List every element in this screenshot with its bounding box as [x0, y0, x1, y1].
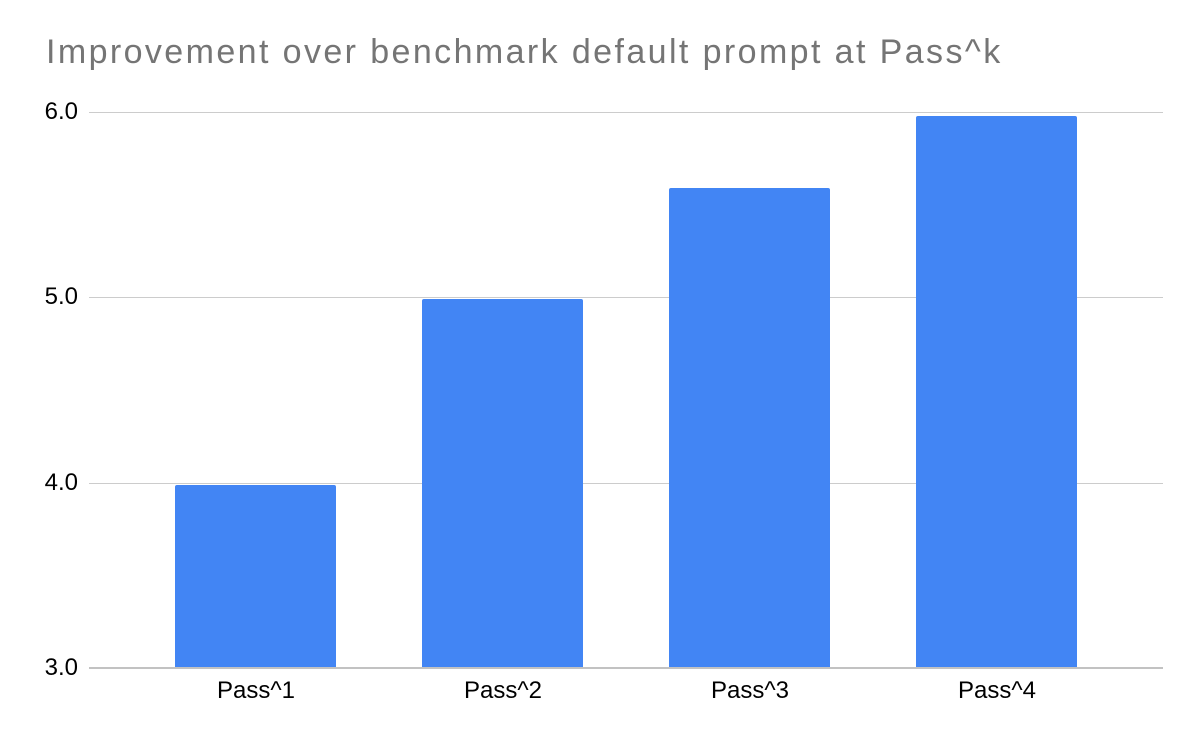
x-axis-tick-label: Pass^3: [711, 677, 789, 704]
bar-pass-4[interactable]: [916, 116, 1077, 668]
bar-pass-3[interactable]: [669, 188, 830, 668]
y-axis-tick-label: 4.0: [44, 469, 78, 496]
y-axis-tick-label: 5.0: [44, 283, 78, 310]
bar-pass-2[interactable]: [422, 299, 583, 668]
y-axis-tick-label: 6.0: [44, 98, 78, 125]
x-axis-tick-label: Pass^1: [217, 677, 295, 704]
x-axis-line: [89, 667, 1163, 669]
chart-title: Improvement over benchmark default promp…: [46, 33, 1003, 71]
gridline: [89, 297, 1163, 298]
plot-area: [89, 112, 1163, 669]
gridline: [89, 112, 1163, 113]
x-axis-tick-label: Pass^4: [958, 677, 1036, 704]
bar-pass-1[interactable]: [175, 485, 336, 668]
x-axis-tick-label: Pass^2: [464, 677, 542, 704]
gridline: [89, 483, 1163, 484]
y-axis-tick-label: 3.0: [44, 654, 78, 681]
